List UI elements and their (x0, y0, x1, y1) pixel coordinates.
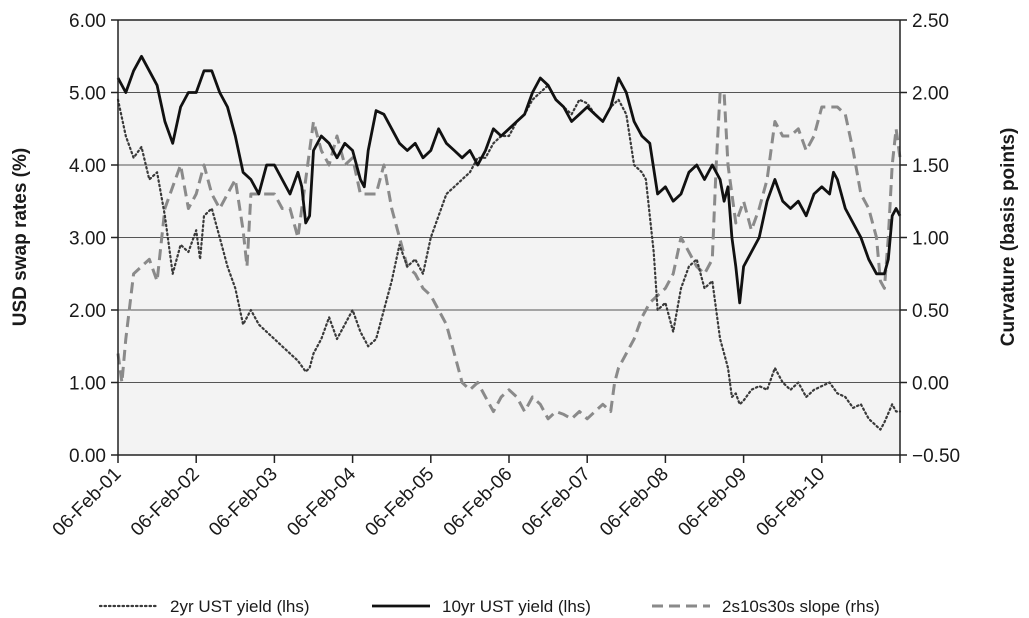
x-tick-label: 06-Feb-02 (127, 464, 204, 541)
x-tick-label: 06-Feb-08 (596, 464, 673, 541)
legend-label: 10yr UST yield (lhs) (442, 597, 591, 616)
y-right-tick-label: 1.50 (912, 156, 949, 177)
y-left-tick-label: 2.00 (69, 301, 106, 322)
y-left-tick-label: 3.00 (69, 229, 106, 250)
y-right-tick-label: 2.00 (912, 84, 949, 105)
y-left-tick-label: 6.00 (69, 11, 106, 32)
y-left-tick-label: 0.00 (69, 446, 106, 467)
x-tick-label: 06-Feb-04 (283, 463, 360, 540)
series-group (116, 54, 902, 431)
series-2yr-line (116, 84, 902, 431)
y-right-tick-label: 0.00 (912, 374, 949, 395)
y-right-tick-label: 1.00 (912, 229, 949, 250)
y-right-tick-label: 0.50 (912, 301, 949, 322)
x-tick-label: 06-Feb-10 (752, 464, 829, 541)
x-tick-label: 06-Feb-01 (49, 464, 126, 541)
series-10yr-line (116, 54, 902, 305)
y-left-tick-label: 4.00 (69, 156, 106, 177)
x-tick-label: 06-Feb-06 (440, 464, 517, 541)
legend: 2yr UST yield (lhs) 10yr UST yield (lhs) 2… (98, 597, 880, 616)
x-tick-label: 06-Feb-05 (361, 464, 438, 541)
x-tick-label: 06-Feb-09 (674, 464, 751, 541)
axes (111, 19, 907, 463)
y-right-tick-label: 2.50 (912, 11, 949, 32)
x-tick-label: 06-Feb-03 (205, 464, 282, 541)
y-axis-right-title: Curvature (basis points) (998, 128, 1019, 347)
y-left-tick-label: 1.00 (69, 374, 106, 395)
legend-label: 2yr UST yield (lhs) (170, 597, 310, 616)
series-slope-line (116, 91, 902, 421)
legend-label: 2s10s30s slope (rhs) (722, 597, 880, 616)
y-axis-left-title: USD swap rates (%) (10, 148, 31, 326)
y-left-tick-label: 5.00 (69, 84, 106, 105)
y-right-tick-label: −0.50 (912, 446, 960, 467)
x-tick-label: 06-Feb-07 (518, 464, 595, 541)
